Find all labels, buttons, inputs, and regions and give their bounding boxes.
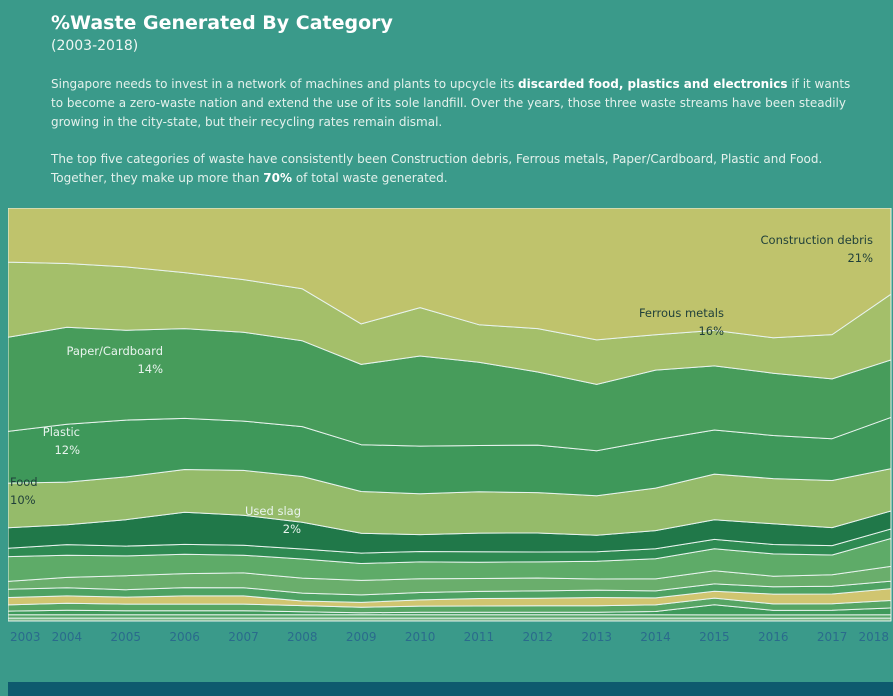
summary-text-start: The top five categories of waste have co… <box>51 152 823 185</box>
x-tick-label: 2009 <box>346 630 377 644</box>
x-tick-label: 2017 <box>817 630 848 644</box>
annotation-label-construction-debris: Construction debris <box>761 233 873 247</box>
annotation-label-ferrous-metals: Ferrous metals <box>639 306 724 320</box>
footer-bar <box>8 682 893 696</box>
x-tick-label: 2015 <box>699 630 730 644</box>
stacked-area-chart: 2003 2004 2005 2006 2007 2008 2009 2010 2011 2012… <box>7 207 893 648</box>
page-subtitle: (2003-2018) <box>51 38 139 54</box>
x-tick-label: 2018 <box>858 630 889 644</box>
chart-svg: 2003 2004 2005 2006 2007 2008 2009 2010 2011 2012… <box>7 207 892 644</box>
annotation-label-used-slag: Used slag <box>245 504 301 518</box>
intro-highlight: discarded food, plastics and electronics <box>518 77 788 91</box>
annotation-label-paper-cardboard: Paper/Cardboard <box>66 344 163 358</box>
x-tick-label: 2016 <box>758 630 789 644</box>
x-tick-label: 2012 <box>523 630 554 644</box>
summary-highlight: 70% <box>263 171 293 185</box>
annotation-value-paper-cardboard: 14% <box>137 362 163 376</box>
annotation-value-food: 10% <box>10 493 36 507</box>
annotation-value-plastic: 12% <box>54 443 80 457</box>
annotation-label-food: Food <box>10 475 38 489</box>
intro-text-end: if it wants to become a zero-waste natio… <box>51 77 851 129</box>
left-margin-strip <box>0 0 8 696</box>
summary-text-end: of total waste generated. <box>292 171 448 185</box>
x-tick-label: 2007 <box>228 630 259 644</box>
x-tick-label: 2003 <box>10 630 41 644</box>
page-title: %Waste Generated By Category <box>51 12 393 34</box>
x-tick-label: 2013 <box>581 630 612 644</box>
annotation-label-plastic: Plastic <box>43 425 80 439</box>
header: %Waste Generated By Category (2003-2018) <box>51 10 851 56</box>
intro-text-start: Singapore needs to invest in a network o… <box>51 77 519 91</box>
annotation-value-ferrous-metals: 16% <box>698 324 724 338</box>
x-tick-label: 2005 <box>110 630 141 644</box>
x-tick-label: 2008 <box>287 630 318 644</box>
x-tick-label: 2004 <box>52 630 83 644</box>
x-tick-label: 2010 <box>405 630 436 644</box>
summary-paragraph: The top five categories of waste have co… <box>51 150 851 188</box>
area-construction-debris <box>7 207 892 341</box>
intro-paragraph: Singapore needs to invest in a network o… <box>51 75 851 132</box>
annotation-value-used-slag: 2% <box>283 522 301 536</box>
x-tick-label: 2014 <box>640 630 671 644</box>
annotation-value-construction-debris: 21% <box>847 251 873 265</box>
x-tick-label: 2011 <box>464 630 495 644</box>
x-tick-label: 2006 <box>169 630 200 644</box>
